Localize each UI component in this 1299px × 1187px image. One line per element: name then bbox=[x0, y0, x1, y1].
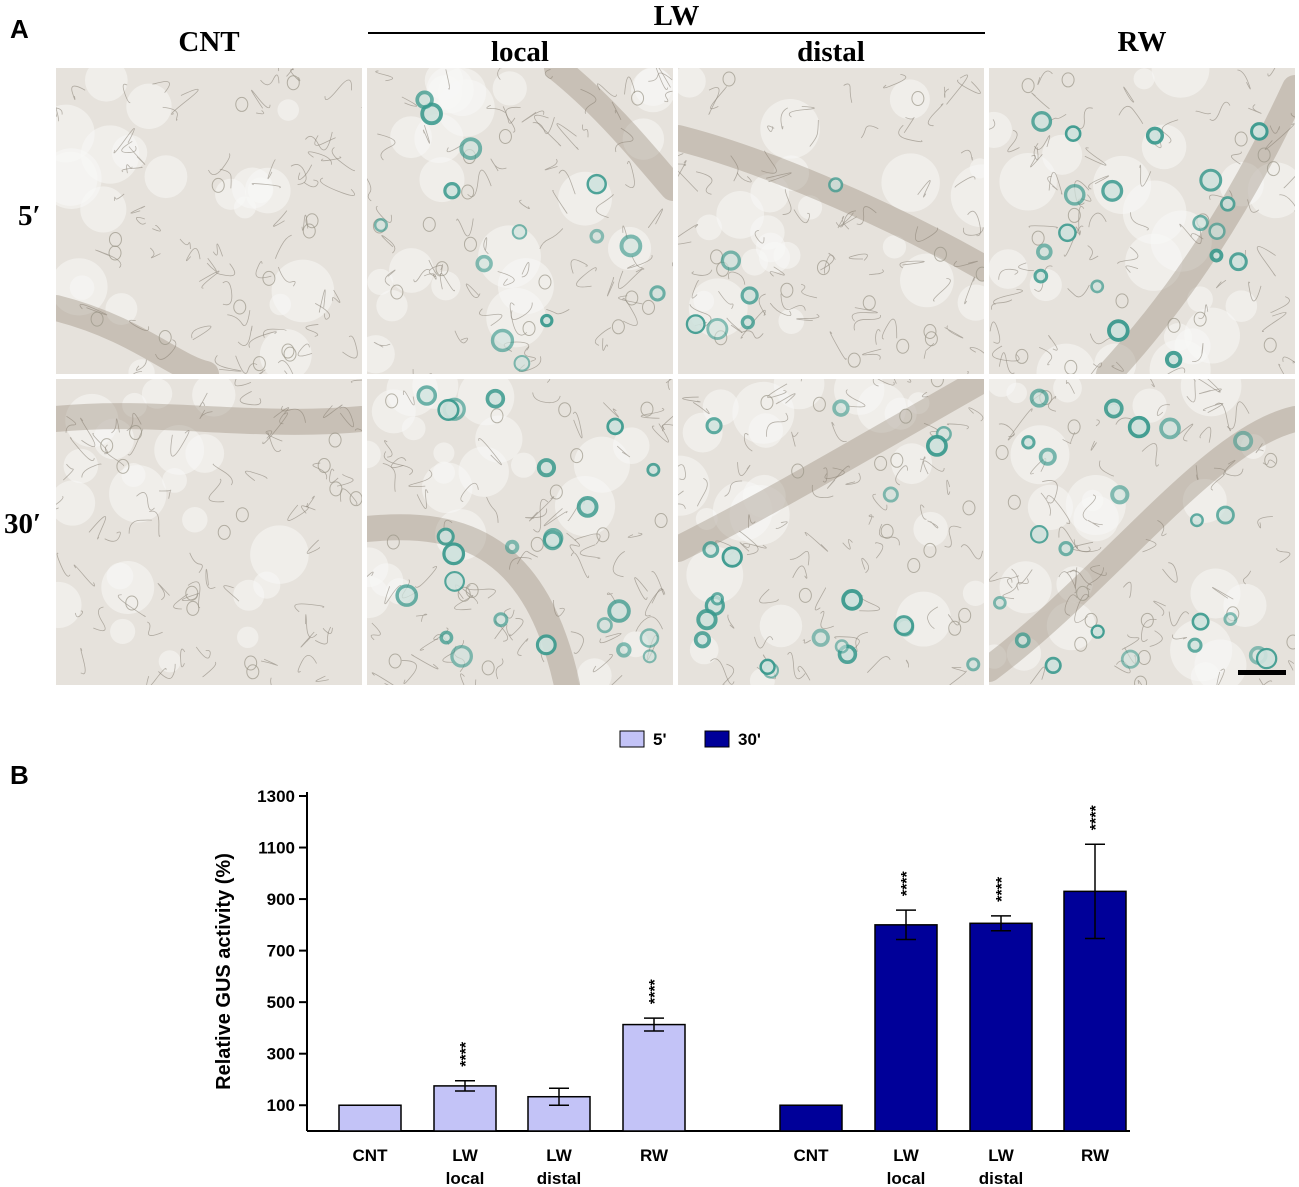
micrograph-lw-local-5min bbox=[367, 68, 673, 374]
error-bar-0-2 bbox=[549, 1087, 569, 1106]
bar-0-1 bbox=[433, 1085, 497, 1132]
x-tick-label: CNT bbox=[794, 1146, 830, 1165]
micrograph-cnt-30min bbox=[56, 379, 362, 685]
micrograph-lw-local-30min bbox=[367, 379, 673, 685]
panel-letter-a: A bbox=[10, 14, 29, 44]
y-tick-label: 500 bbox=[267, 993, 295, 1012]
col-header-rw: RW bbox=[1117, 26, 1167, 58]
col-header-distal: distal bbox=[797, 36, 865, 68]
bar-1-0 bbox=[779, 1104, 843, 1132]
legend-swatch-0 bbox=[619, 730, 645, 748]
significance-1-3: **** bbox=[1088, 805, 1105, 831]
error-bar-0-3 bbox=[644, 1017, 664, 1032]
y-tick-label: 1300 bbox=[257, 787, 295, 806]
significance-1-2: **** bbox=[994, 876, 1011, 902]
group-underline bbox=[368, 32, 985, 34]
legend-label-0: 5' bbox=[653, 730, 667, 749]
micrograph-rw-30min bbox=[989, 379, 1295, 685]
bar-0-0 bbox=[338, 1104, 402, 1132]
bar-1-1 bbox=[874, 924, 938, 1132]
x-tick-label: LW bbox=[988, 1146, 1014, 1165]
x-tick-label: RW bbox=[1081, 1146, 1110, 1165]
panel-letter-b: B bbox=[10, 760, 29, 790]
legend-swatch-1 bbox=[704, 730, 730, 748]
bar-chart: 5' 30' 100 300 500 700 900 1100 1300 Relative GUS… bbox=[213, 730, 1130, 1187]
significance-0-1: **** bbox=[458, 1041, 475, 1067]
x-tick-label: LW bbox=[546, 1146, 572, 1165]
micrograph-lw-distal-30min bbox=[678, 379, 984, 685]
x-tick-label: LW bbox=[893, 1146, 919, 1165]
micrograph-cnt-5min bbox=[56, 68, 362, 374]
x-tick-label: RW bbox=[640, 1146, 669, 1165]
bar-1-2 bbox=[969, 922, 1033, 1132]
col-header-cnt: CNT bbox=[178, 26, 240, 58]
legend-label-1: 30' bbox=[738, 730, 761, 749]
significance-0-3: **** bbox=[647, 978, 664, 1004]
y-axis-label: Relative GUS activity (%) bbox=[213, 853, 235, 1090]
error-bar-1-1 bbox=[896, 909, 916, 941]
error-bar-0-1 bbox=[455, 1080, 475, 1092]
row-header-30min: 30′ bbox=[4, 508, 42, 540]
x-tick-label: CNT bbox=[353, 1146, 389, 1165]
micrograph-lw-distal-5min bbox=[678, 68, 984, 374]
scale-bar bbox=[1238, 670, 1286, 675]
x-tick-label: LW bbox=[452, 1146, 478, 1165]
x-tick-label: local bbox=[887, 1169, 926, 1187]
y-tick-label: 100 bbox=[267, 1096, 295, 1115]
chart-legend: 5' 30' bbox=[619, 730, 761, 749]
x-tick-label: local bbox=[446, 1169, 485, 1187]
y-tick-label: 900 bbox=[267, 890, 295, 909]
y-tick-label: 300 bbox=[267, 1045, 295, 1064]
x-tick-label: distal bbox=[979, 1169, 1023, 1187]
error-bar-1-3 bbox=[1085, 843, 1105, 940]
micrograph-rw-5min bbox=[989, 68, 1295, 374]
x-tick-label: distal bbox=[537, 1169, 581, 1187]
significance-1-1: **** bbox=[899, 870, 916, 896]
bar-0-3 bbox=[622, 1023, 686, 1132]
row-header-5min: 5′ bbox=[18, 200, 41, 232]
col-header-local: local bbox=[491, 36, 549, 68]
error-bar-1-2 bbox=[991, 915, 1011, 932]
group-label-lw: LW bbox=[653, 0, 700, 32]
y-tick-label: 1100 bbox=[258, 839, 295, 858]
y-tick-label: 700 bbox=[267, 942, 295, 961]
